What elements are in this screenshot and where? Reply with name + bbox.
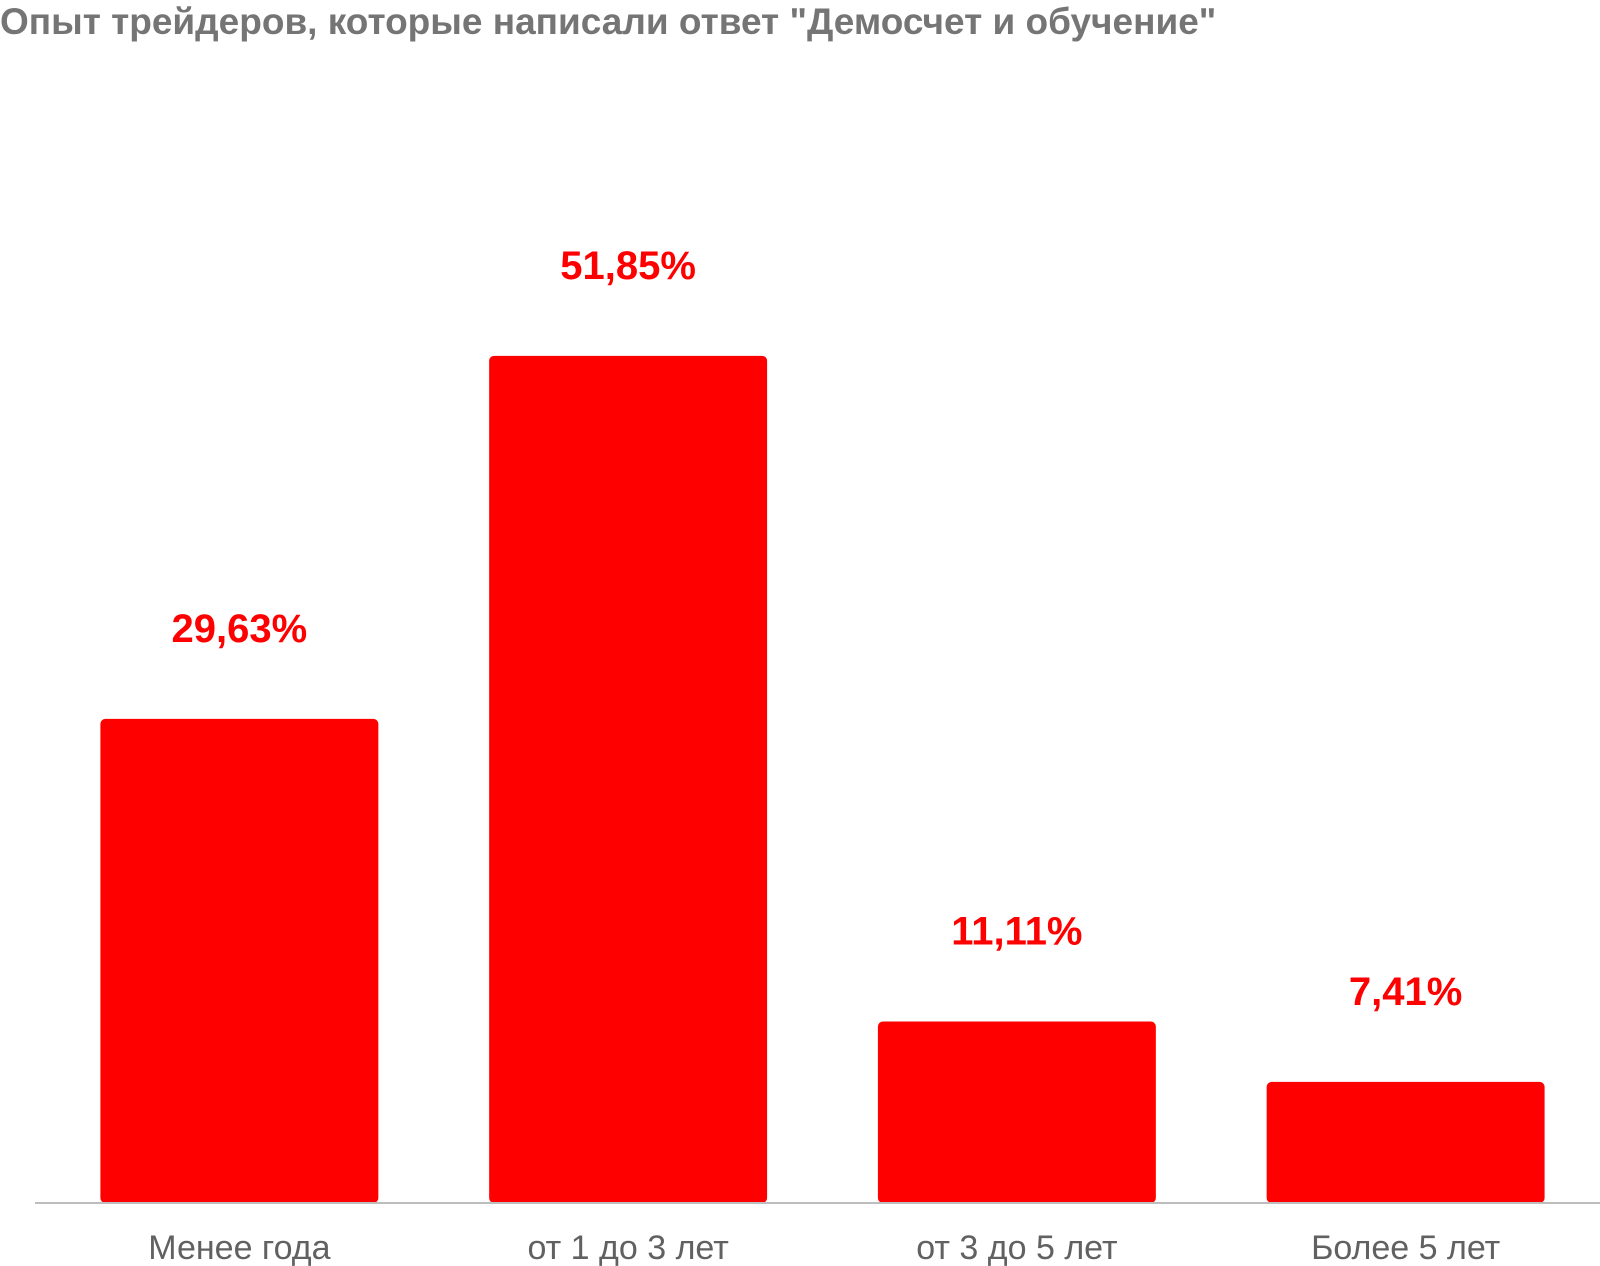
data-label-1: 51,85% <box>560 244 696 288</box>
x-tick-label-0: Менее года <box>148 1229 330 1266</box>
data-label-3: 7,41% <box>1349 970 1462 1014</box>
bar-3 <box>1266 1081 1545 1203</box>
data-label-0: 29,63% <box>172 607 308 651</box>
data-label-2: 11,11% <box>951 909 1082 953</box>
x-tick-label-1: от 1 до 3 лет <box>527 1229 728 1266</box>
bar-1 <box>489 355 768 1203</box>
chart-title: Опыт трейдеров, которые написали ответ "… <box>0 1 1217 42</box>
bars-group <box>100 355 1545 1203</box>
x-tick-label-2: от 3 до 5 лет <box>916 1229 1117 1266</box>
x-tick-label-3: Более 5 лет <box>1311 1229 1500 1266</box>
data-labels-group: 29,63% 51,85% 11,11% 7,41% <box>172 244 1463 1014</box>
bar-2 <box>877 1021 1156 1203</box>
x-tick-labels-group: Менее года от 1 до 3 лет от 3 до 5 лет Боле… <box>148 1229 1500 1266</box>
bar-0 <box>100 718 379 1203</box>
